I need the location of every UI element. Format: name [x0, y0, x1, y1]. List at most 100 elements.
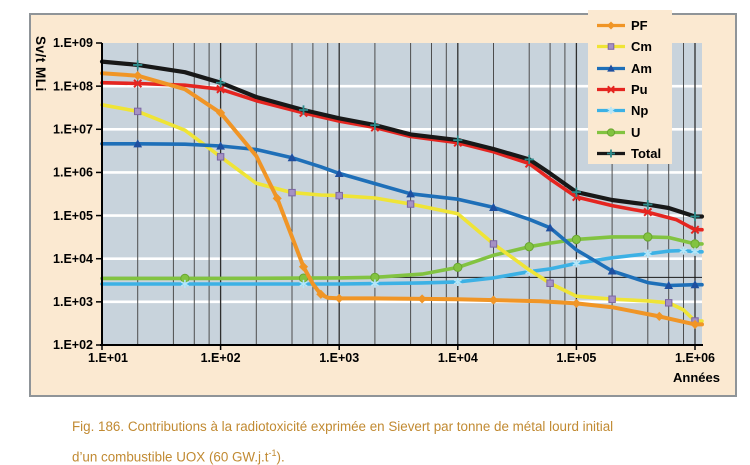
marker-asterisk: [690, 247, 700, 256]
marker-plus: [690, 211, 700, 222]
legend-label: PF: [631, 18, 648, 34]
marker-square: [489, 240, 498, 248]
marker-circle: [453, 262, 463, 273]
legend-swatch-Cm: [597, 43, 625, 51]
marker-circle: [524, 242, 534, 252]
legend-label: Total: [631, 145, 662, 161]
legend-label: U: [631, 124, 641, 140]
legend-item-Pu: Pu: [596, 79, 672, 100]
legend-item-Cm: Cm: [596, 36, 672, 57]
x-tick-label: 1.E+04: [438, 351, 478, 365]
marker-plus: [133, 60, 143, 70]
legend-swatch-U: [597, 128, 625, 137]
legend-label: Am: [631, 60, 652, 76]
caption-line-1: Fig. 186. Contributions à la radiotoxici…: [72, 419, 614, 434]
marker-square: [607, 43, 615, 51]
legend-swatch-Np: [597, 107, 625, 115]
marker-triangle: [287, 153, 297, 162]
marker-square: [288, 188, 296, 197]
marker-diamond: [316, 289, 326, 299]
caption-line-2: d’un combustible UOX (60 GW.j.t-1).: [72, 448, 285, 465]
legend-box: PF Cm Am Pu Np U Total: [588, 10, 672, 164]
marker-triangle: [334, 168, 344, 177]
marker-diamond: [417, 294, 427, 304]
legend-swatch-Total: [597, 149, 625, 158]
marker-diamond: [133, 71, 143, 81]
y-tick-label: 1.E+05: [53, 209, 93, 223]
y-tick-label: 1.E+06: [53, 166, 93, 180]
marker-x: [607, 85, 615, 94]
marker-plus: [216, 78, 226, 88]
marker-circle: [643, 232, 653, 242]
marker-plus: [607, 149, 615, 158]
marker-diamond: [488, 295, 499, 305]
marker-circle: [690, 239, 700, 249]
figure-caption: Fig. 186. Contributions à la radiotoxici…: [72, 414, 732, 465]
marker-x: [690, 225, 700, 235]
marker-plus: [298, 105, 309, 115]
legend-label: Pu: [631, 82, 648, 98]
x-tick-label: 1.E+03: [319, 351, 359, 365]
marker-x: [643, 207, 653, 217]
x-tick-label: 1.E+06: [675, 351, 715, 365]
marker-square: [335, 191, 343, 200]
marker-asterisk: [299, 279, 308, 289]
marker-diamond: [216, 108, 226, 118]
caption-superscript: -1: [268, 448, 277, 458]
marker-circle: [606, 128, 616, 137]
marker-diamond: [690, 319, 700, 330]
marker-square: [608, 295, 616, 303]
legend-item-Total: Total: [596, 143, 672, 164]
series-line-Np: [100, 248, 704, 286]
legend-item-U: U: [596, 121, 672, 142]
marker-diamond: [298, 262, 309, 272]
marker-square: [546, 279, 554, 287]
marker-x: [216, 84, 225, 94]
marker-triangle: [607, 266, 617, 275]
marker-asterisk: [370, 279, 379, 288]
marker-triangle: [133, 139, 143, 148]
y-axis-title: Sv/t MLi: [33, 36, 48, 92]
marker-square: [406, 200, 415, 208]
marker-plus: [524, 154, 534, 165]
legend-label: Np: [631, 103, 649, 119]
marker-diamond: [571, 298, 581, 309]
legend-item-Am: Am: [596, 58, 672, 79]
marker-square: [664, 299, 673, 307]
marker-asterisk: [453, 277, 462, 287]
marker-diamond: [272, 193, 282, 204]
marker-asterisk: [180, 279, 189, 289]
marker-circle: [571, 234, 582, 245]
y-tick-label: 1.E+04: [53, 252, 93, 266]
series-line-PF: [100, 71, 704, 327]
marker-triangle: [216, 141, 225, 150]
x-tick-label: 1.E+01: [88, 351, 128, 365]
series-line-U: [100, 235, 704, 281]
x-axis-unit-label: Années: [673, 370, 720, 385]
marker-square: [133, 107, 142, 116]
marker-triangle: [406, 189, 415, 198]
marker-x: [133, 79, 143, 88]
series-line-Cm: [100, 103, 704, 323]
marker-triangle: [545, 223, 555, 232]
x-tick-label: 1.E+02: [201, 351, 241, 365]
marker-diamond: [334, 293, 344, 304]
marker-plus: [370, 120, 380, 130]
legend-swatch-PF: [597, 21, 625, 30]
marker-asterisk: [572, 259, 581, 268]
marker-plus: [571, 187, 581, 197]
marker-asterisk: [679, 246, 688, 255]
marker-plus: [453, 135, 463, 145]
y-tick-label: 1.E+08: [53, 79, 93, 93]
y-tick-label: 1.E+09: [53, 36, 93, 50]
marker-asterisk: [643, 249, 652, 258]
marker-diamond: [654, 311, 664, 322]
series-line-Am: [100, 142, 704, 288]
marker-asterisk: [607, 107, 615, 115]
legend-item-PF: PF: [596, 15, 672, 36]
marker-square: [216, 153, 225, 161]
legend-swatch-Am: [597, 64, 625, 72]
legend-item-Np: Np: [596, 100, 672, 121]
marker-triangle: [607, 64, 615, 72]
